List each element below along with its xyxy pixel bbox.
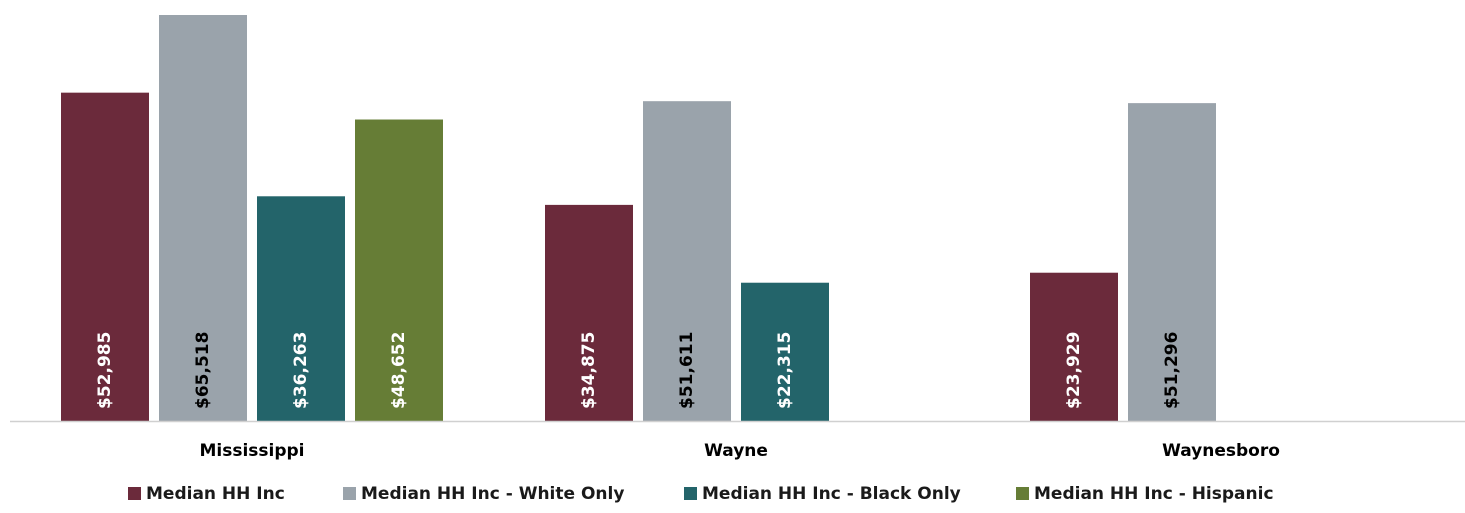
legend-label: Median HH Inc (146, 484, 285, 504)
bar-mississippi-series-3 (355, 119, 443, 421)
legend-swatch (1016, 487, 1029, 500)
bar-waynesboro-series-0 (1030, 272, 1118, 421)
bar-waynesboro-series-1 (1128, 103, 1216, 422)
legend-label: Median HH Inc - White Only (361, 484, 624, 504)
category-label-wayne: Wayne (704, 441, 768, 461)
legend-item-series-2: Median HH Inc - Black Only (684, 484, 961, 504)
data-label-wayne-series-1: $51,611 (677, 332, 697, 409)
data-label-wayne-series-2: $22,315 (775, 332, 795, 409)
legend-label: Median HH Inc - Hispanic (1034, 484, 1274, 504)
category-label-mississippi: Mississippi (199, 441, 304, 461)
data-label-waynesboro-series-0: $23,929 (1064, 332, 1084, 409)
legend-swatch (128, 487, 141, 500)
data-label-mississippi-series-3: $48,652 (389, 332, 409, 409)
bars-layer (61, 15, 1216, 422)
data-label-mississippi-series-1: $65,518 (193, 332, 213, 409)
bar-mississippi-series-2 (257, 196, 345, 421)
bar-wayne-series-0 (545, 204, 633, 421)
data-label-mississippi-series-2: $36,263 (291, 332, 311, 409)
category-label-waynesboro: Waynesboro (1162, 441, 1280, 461)
legend-swatch (684, 487, 697, 500)
legend-label: Median HH Inc - Black Only (702, 484, 961, 504)
category-labels-layer: Mississippi Wayne Waynesboro (199, 441, 1279, 461)
legend-item-series-3: Median HH Inc - Hispanic (1016, 484, 1274, 504)
data-label-waynesboro-series-1: $51,296 (1162, 332, 1182, 409)
legend: Median HH Inc Median HH Inc - White Only M… (128, 484, 1274, 504)
legend-item-series-1: Median HH Inc - White Only (343, 484, 624, 504)
data-label-mississippi-series-0: $52,985 (95, 332, 115, 409)
legend-item-series-0: Median HH Inc (128, 484, 285, 504)
data-label-wayne-series-0: $34,875 (579, 332, 599, 409)
bar-wayne-series-2 (741, 282, 829, 421)
legend-swatch (343, 487, 356, 500)
bar-labels-layer: $52,985 $65,518 $36,263 $48,652 $34,875 $51,6… (95, 332, 1182, 409)
bar-mississippi-series-0 (61, 92, 149, 421)
bar-mississippi-series-1 (159, 15, 247, 421)
bar-wayne-series-1 (643, 101, 731, 422)
